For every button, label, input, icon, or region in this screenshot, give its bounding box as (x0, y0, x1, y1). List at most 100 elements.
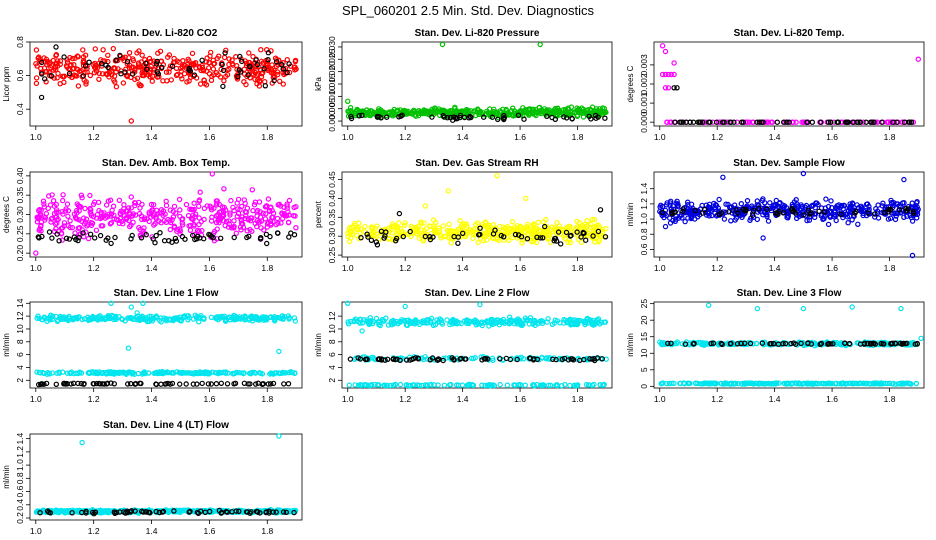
data-point (700, 340, 706, 346)
data-point (91, 235, 98, 241)
data-point (209, 214, 215, 220)
data-point (234, 213, 240, 219)
data-point (113, 509, 120, 516)
data-point (221, 204, 227, 211)
series-main (33, 45, 299, 124)
data-point (530, 382, 537, 388)
data-point (772, 380, 778, 386)
data-point (799, 203, 805, 210)
panel-title: Stan. Dev. Line 4 (LT) Flow (103, 420, 229, 431)
data-point (137, 226, 143, 233)
data-point (912, 341, 919, 347)
data-point (767, 200, 773, 206)
data-point (535, 231, 541, 237)
data-point (838, 211, 844, 217)
data-point (728, 218, 734, 224)
data-point (259, 371, 266, 377)
data-point (354, 106, 360, 113)
data-point (587, 221, 594, 228)
data-point (394, 107, 401, 114)
data-point (468, 228, 475, 234)
data-point (120, 80, 127, 86)
data-point (98, 209, 104, 216)
data-point (710, 340, 717, 346)
data-point (826, 380, 833, 386)
data-point (809, 202, 815, 209)
data-point (166, 52, 173, 58)
data-point (107, 213, 113, 219)
data-point (200, 316, 207, 322)
data-point (457, 226, 463, 233)
data-point (110, 45, 117, 52)
data-point (509, 226, 516, 233)
data-point (197, 81, 204, 87)
data-point (213, 314, 220, 321)
data-point (59, 225, 66, 231)
data-point (432, 106, 438, 112)
y-tick-label: 0.8 (639, 228, 649, 240)
data-point (797, 381, 804, 387)
x-tick-label: 1.0 (30, 132, 42, 142)
data-point (824, 209, 831, 216)
y-tick-label: 0.8 (15, 472, 25, 484)
x-tick-label: 1.0 (342, 263, 354, 273)
data-point (815, 201, 821, 208)
y-tick-label: 0.25 (327, 247, 337, 264)
data-point (713, 380, 719, 386)
data-point (665, 340, 671, 346)
data-point (512, 231, 519, 238)
data-point (412, 355, 419, 361)
data-point (492, 227, 498, 233)
data-point (105, 52, 111, 59)
data-point (384, 114, 390, 120)
data-point (285, 381, 292, 387)
data-point (135, 62, 142, 68)
data-point (481, 114, 487, 120)
data-point (519, 240, 525, 246)
data-point (157, 229, 163, 236)
data-point (444, 227, 451, 234)
data-point (504, 227, 510, 234)
series-reference (37, 507, 297, 517)
data-point (216, 209, 223, 215)
data-point (79, 194, 85, 201)
data-point (849, 304, 855, 310)
data-point (138, 380, 144, 387)
data-point (373, 315, 380, 322)
data-point (509, 218, 516, 225)
data-point (168, 370, 175, 376)
data-point (415, 319, 421, 326)
data-point (231, 381, 237, 387)
data-point (581, 356, 587, 363)
data-point (119, 55, 126, 62)
data-point (119, 209, 126, 215)
series-main (33, 433, 299, 516)
data-point (506, 237, 512, 243)
data-point (864, 340, 871, 347)
data-point (527, 355, 533, 361)
data-point (91, 64, 98, 71)
data-point (189, 232, 196, 239)
data-point (93, 380, 100, 387)
data-point (595, 228, 602, 235)
y-tick-label: 0.000 (327, 110, 337, 132)
data-point (87, 231, 94, 237)
data-point (529, 231, 536, 237)
data-point (659, 71, 666, 78)
data-point (591, 216, 598, 223)
data-point (583, 237, 589, 243)
data-point (671, 60, 677, 66)
data-point (129, 213, 136, 219)
data-point (909, 252, 916, 259)
data-point (800, 305, 807, 312)
data-point (206, 59, 212, 66)
data-point (251, 201, 258, 208)
data-point (85, 370, 92, 376)
data-point (523, 317, 529, 323)
x-tick-label: 1.8 (884, 263, 896, 273)
data-point (54, 220, 60, 226)
data-point (579, 222, 586, 229)
data-point (153, 232, 159, 239)
data-point (292, 67, 298, 73)
